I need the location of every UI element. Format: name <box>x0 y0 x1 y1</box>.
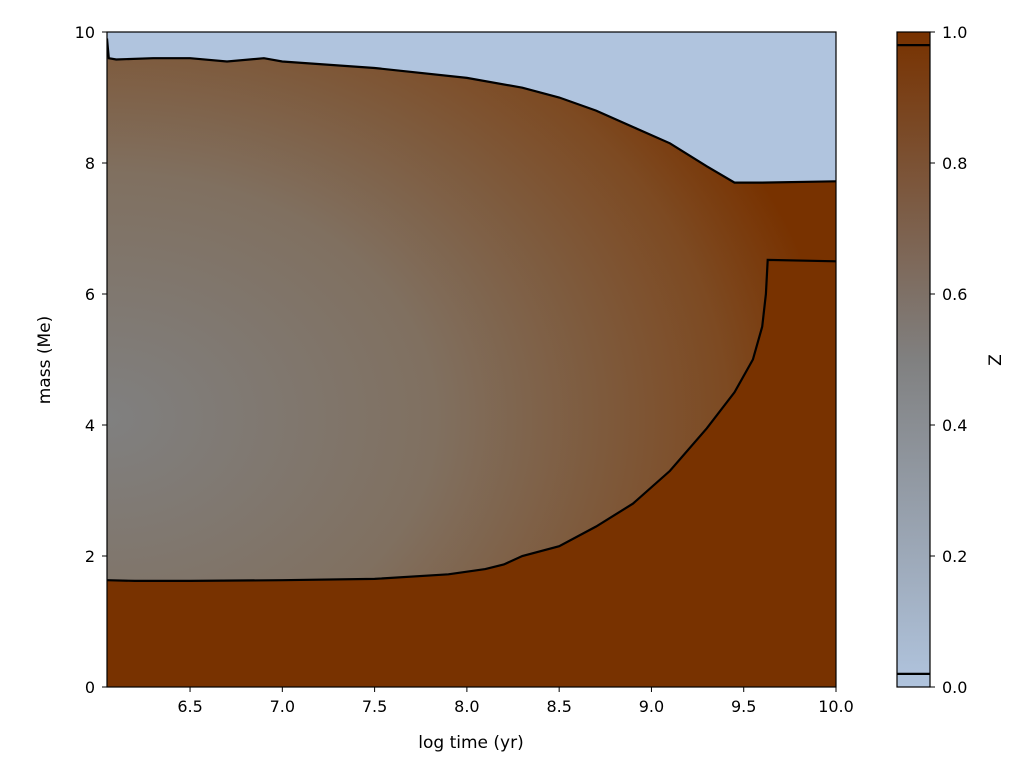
colorbar-tick-label: 0.4 <box>942 416 967 435</box>
plot-area <box>107 32 836 687</box>
x-axis-ticks: 6.5 7.0 7.5 8.0 8.5 9.0 9.5 10.0 <box>177 687 854 716</box>
colorbar-label: Z <box>986 354 1006 366</box>
y-tick-label: 10 <box>75 23 95 42</box>
y-tick-label: 2 <box>85 547 95 566</box>
x-tick-label: 10.0 <box>818 697 854 716</box>
x-tick-label: 8.5 <box>546 697 571 716</box>
x-tick-label: 7.5 <box>362 697 387 716</box>
x-tick-label: 6.5 <box>177 697 202 716</box>
x-tick-label: 9.5 <box>731 697 756 716</box>
x-axis-label: log time (yr) <box>418 733 523 753</box>
plot-frame <box>106 31 837 688</box>
y-tick-label: 4 <box>85 416 95 435</box>
colorbar-tick-label: 0.8 <box>942 154 967 173</box>
mixed-region <box>107 38 836 581</box>
x-tick-label: 9.0 <box>639 697 664 716</box>
contour-line-core <box>107 258 836 583</box>
colorbar-tick-label: 0.6 <box>942 285 967 304</box>
colorbar-contour-lines <box>897 43 930 676</box>
colorbar-tick-label: 1.0 <box>942 23 967 42</box>
x-tick-label: 8.0 <box>454 697 479 716</box>
y-tick-label: 8 <box>85 154 95 173</box>
colorbar-tick-label: 0.0 <box>942 678 967 697</box>
y-axis-label: mass (Me) <box>35 316 55 405</box>
y-tick-label: 6 <box>85 285 95 304</box>
x-tick-label: 7.0 <box>270 697 295 716</box>
colorbar-tick-label: 0.2 <box>942 547 967 566</box>
y-tick-label: 0 <box>85 678 95 697</box>
colorbar-ticks: 0.0 0.2 0.4 0.6 0.8 1.0 <box>930 23 967 697</box>
y-axis-ticks: 0 2 4 6 8 10 <box>75 23 107 697</box>
contour-lines <box>107 38 836 583</box>
colorbar <box>896 31 931 688</box>
contour-line-envelope <box>107 38 836 184</box>
